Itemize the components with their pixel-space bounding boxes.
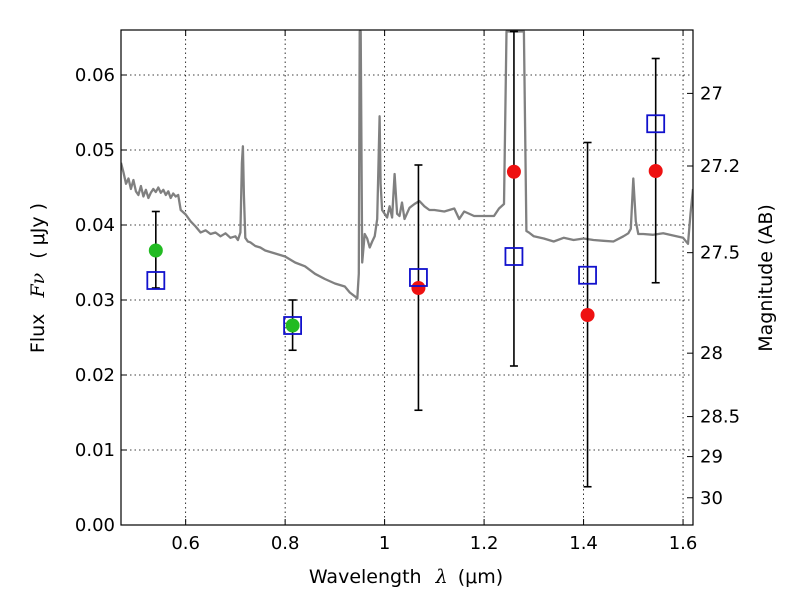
y2-tick-label: 29 xyxy=(700,447,723,468)
y-tick-label: 0.06 xyxy=(75,65,115,86)
y-tick-label: 0.03 xyxy=(75,290,115,311)
x-axis-label: Wavelength λ (μm) xyxy=(309,566,503,588)
x-tick-labels: 0.6 0.8 1 1.2 1.4 1.6 xyxy=(171,533,697,554)
x-tick-label: 1 xyxy=(379,533,390,554)
x-tick-label: 1.4 xyxy=(569,533,598,554)
model-points-layer xyxy=(146,114,666,335)
y2-tick-label: 28 xyxy=(700,343,723,364)
y2-tick-labels: 27 27.2 27.5 28 28.5 29 30 xyxy=(700,83,740,508)
red-points-layer xyxy=(411,164,663,322)
x-axis-label-prefix: Wavelength xyxy=(309,566,422,588)
y2-axis-label: Magnitude (AB) xyxy=(755,204,777,352)
model-square-point xyxy=(146,271,166,290)
x-tick-label: 0.8 xyxy=(271,533,300,554)
spectrum-line xyxy=(121,30,693,300)
green-data-point xyxy=(285,318,300,333)
x-axis-label-symbol: λ xyxy=(435,566,448,588)
y-tick-label: 0.02 xyxy=(75,365,115,386)
grid xyxy=(121,30,693,525)
model-square-point xyxy=(283,316,303,335)
plot-frame xyxy=(120,29,694,526)
errorbar xyxy=(509,30,518,367)
model-square-point xyxy=(578,265,597,285)
model-square-point xyxy=(409,268,428,287)
y-axis-label: Flux Fν ( μJy ) xyxy=(27,203,49,353)
y2-tick-label: 27.2 xyxy=(700,156,740,177)
y-tick-labels: 0.00 0.01 0.02 0.03 0.04 0.05 0.06 xyxy=(75,65,115,536)
y-axis-label-symbol: Fν xyxy=(27,272,49,298)
y2-tick-label: 27 xyxy=(700,83,723,104)
y-axis-label-unit: ( μJy ) xyxy=(27,203,49,259)
green-data-point xyxy=(148,243,163,258)
red-data-point xyxy=(580,308,595,322)
x-tick-label: 0.6 xyxy=(171,533,200,554)
tick-marks xyxy=(121,30,693,526)
y-tick-label: 0.05 xyxy=(75,140,115,161)
y2-tick-label: 28.5 xyxy=(700,407,740,428)
model-square-point xyxy=(646,114,666,134)
y2-tick-label: 27.5 xyxy=(700,243,740,264)
spectrum-layer xyxy=(121,30,693,300)
red-data-point xyxy=(506,164,521,179)
plot-background xyxy=(121,30,693,525)
y-tick-label: 0.04 xyxy=(75,215,115,236)
x-tick-label: 1.6 xyxy=(669,533,698,554)
red-data-point xyxy=(648,164,663,178)
y-tick-label: 0.01 xyxy=(75,440,115,461)
y2-tick-label: 30 xyxy=(700,488,723,509)
model-square-point xyxy=(504,247,524,266)
x-axis-label-unit: (μm) xyxy=(458,566,503,588)
y-tick-label: 0.00 xyxy=(75,515,115,536)
red-data-point xyxy=(411,281,426,295)
x-tick-label: 1.2 xyxy=(470,533,499,554)
y-axis-label-prefix: Flux xyxy=(27,314,49,354)
green-points-layer xyxy=(148,243,300,333)
